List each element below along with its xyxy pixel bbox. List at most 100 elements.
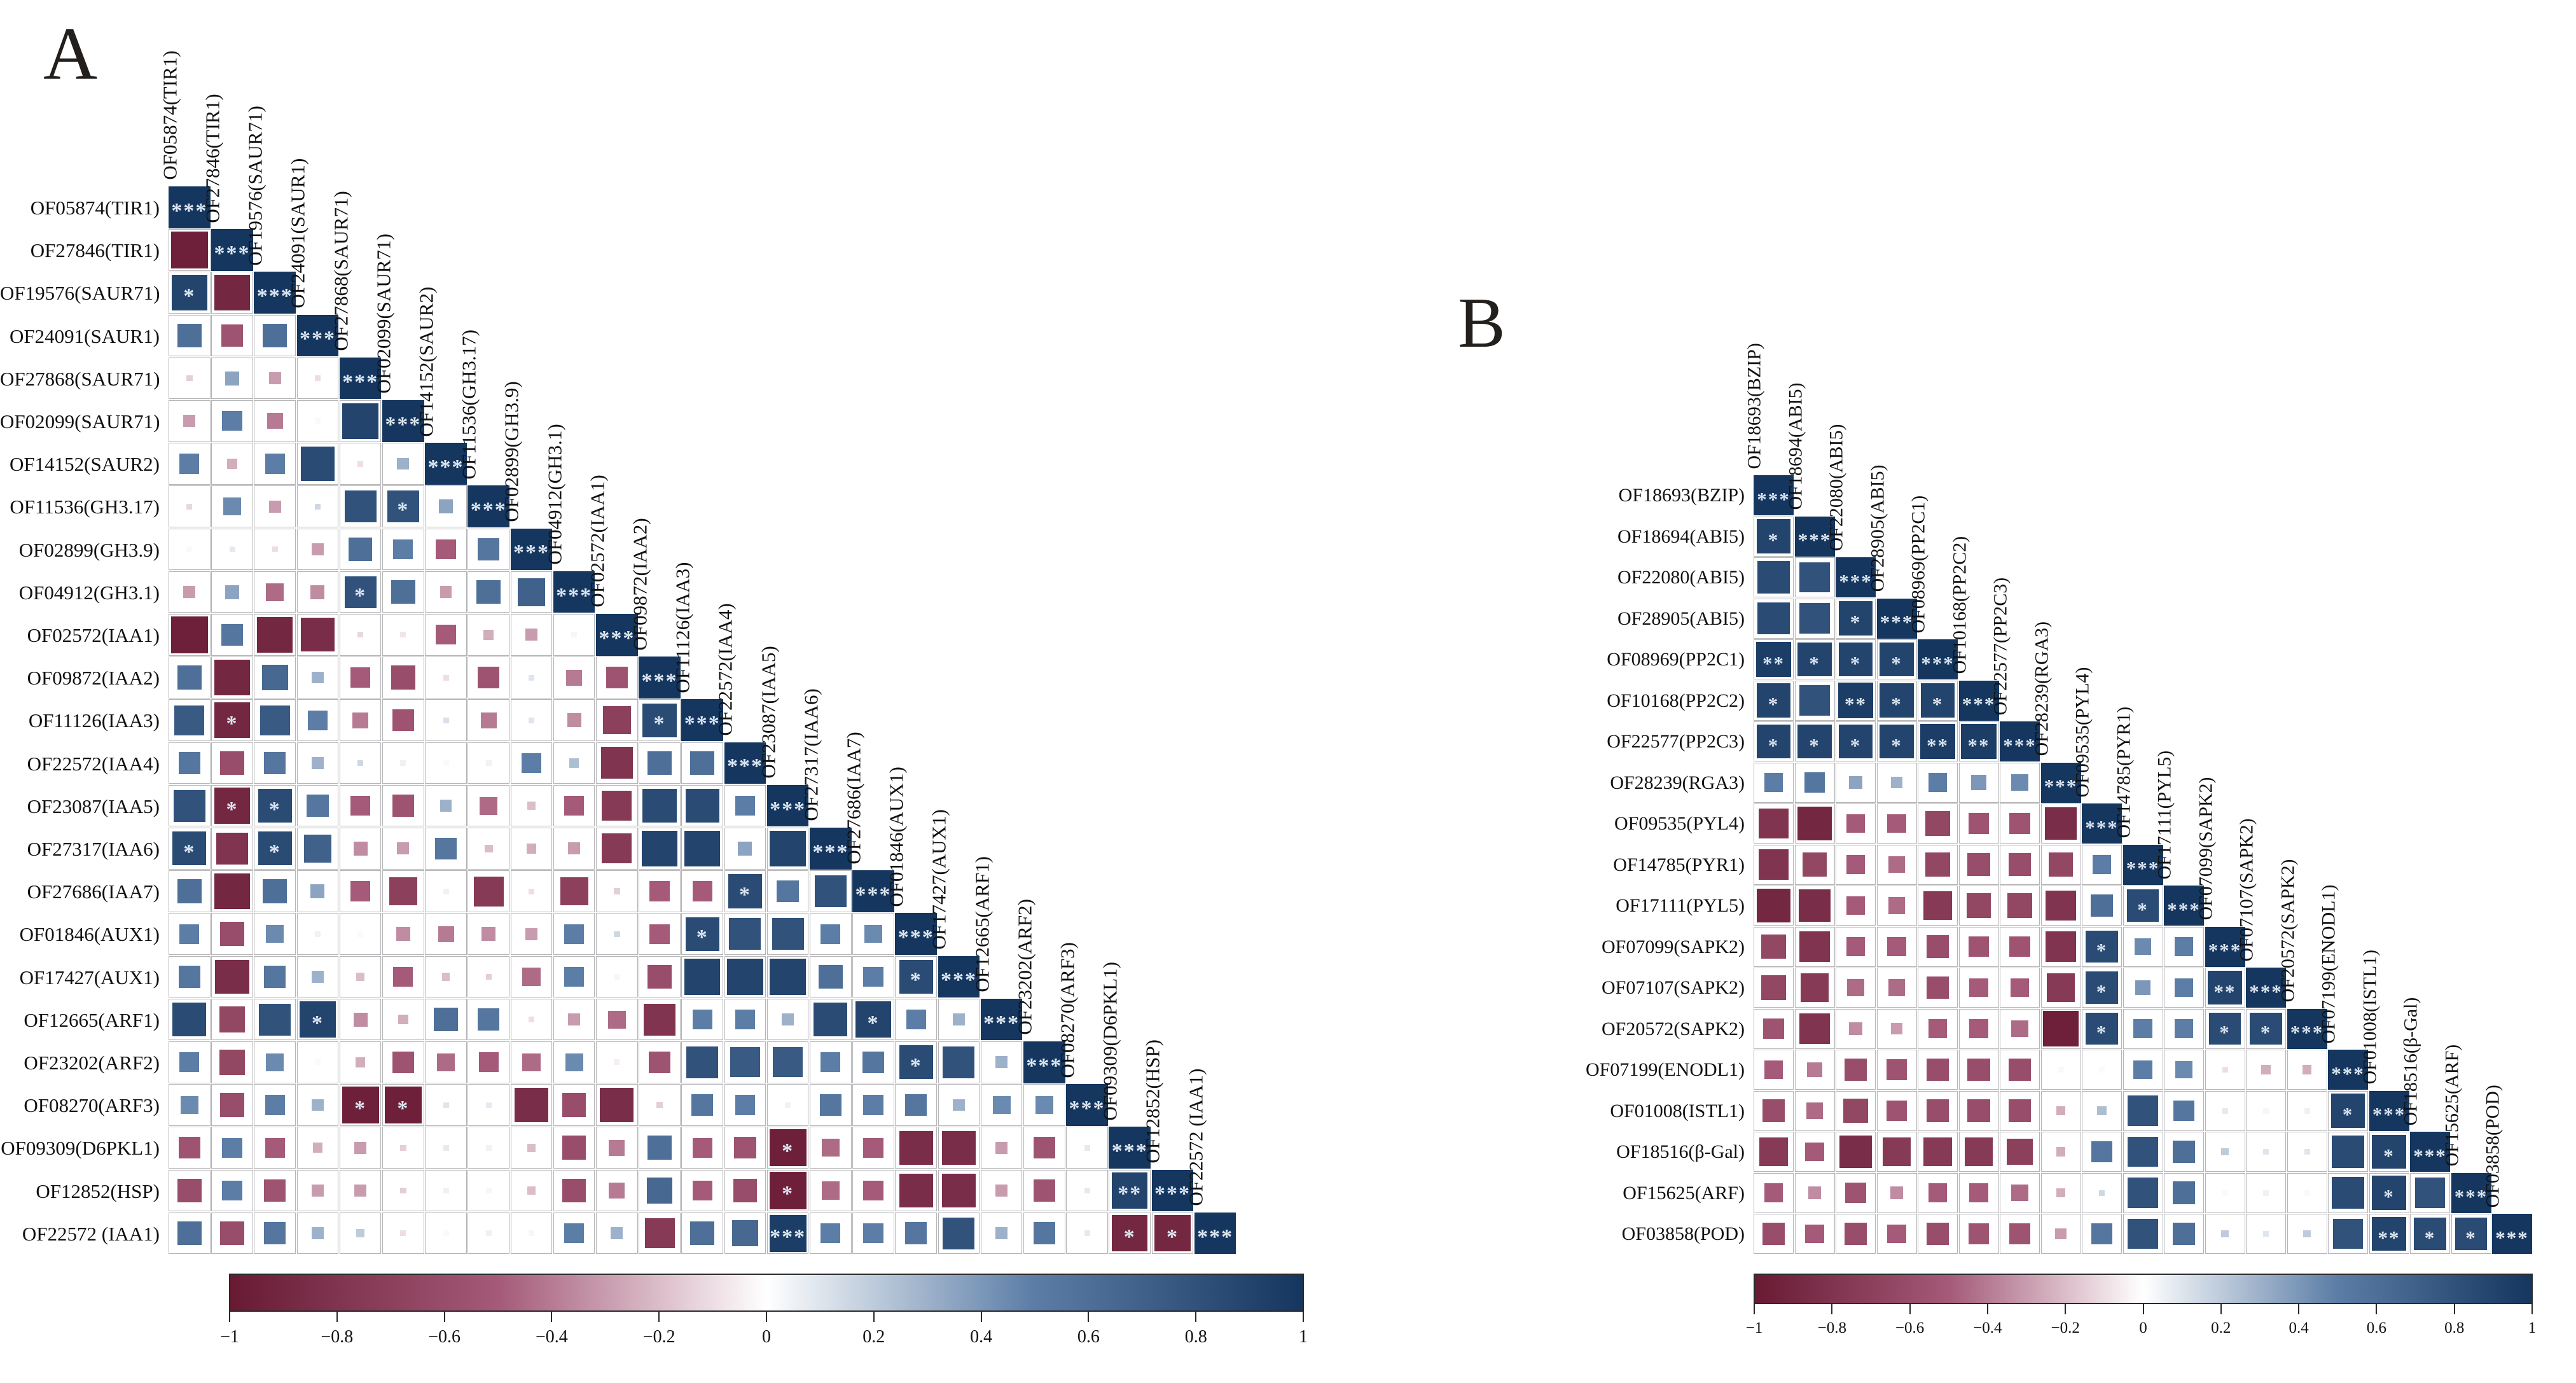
correlation-square bbox=[646, 1178, 673, 1204]
significance-stars: * bbox=[1809, 651, 1820, 674]
correlation-square bbox=[609, 1139, 625, 1156]
correlation-square bbox=[222, 411, 242, 431]
correlation-square bbox=[766, 784, 809, 827]
col-label: OF20572(SAPK2) bbox=[2277, 859, 2298, 1003]
correlation-square bbox=[567, 713, 581, 728]
correlation-square bbox=[895, 913, 938, 956]
correlation-square bbox=[391, 665, 415, 690]
significance-stars: *** bbox=[940, 968, 977, 992]
correlation-square bbox=[214, 873, 251, 910]
correlation-square bbox=[357, 931, 364, 937]
col-label: OF17111(PYL5) bbox=[2154, 750, 2175, 879]
correlation-square bbox=[177, 323, 202, 348]
correlation-square bbox=[219, 1006, 246, 1032]
correlation-square bbox=[177, 879, 202, 903]
col-label: OF18693(BZIP) bbox=[1743, 342, 1765, 469]
correlation-square bbox=[1112, 1172, 1148, 1209]
significance-stars: * bbox=[1891, 733, 1902, 756]
col-label: OF27846(TIR1) bbox=[201, 93, 224, 223]
significance-stars: *** bbox=[556, 583, 593, 608]
correlation-square bbox=[995, 1185, 1008, 1197]
correlation-square bbox=[266, 1053, 284, 1071]
colorbar-tick bbox=[2142, 1304, 2144, 1314]
correlation-square bbox=[2056, 1106, 2066, 1116]
col-label: OF15625(ARF) bbox=[2441, 1044, 2462, 1167]
correlation-square bbox=[1844, 1222, 1867, 1246]
correlation-square bbox=[357, 632, 364, 638]
correlation-square bbox=[354, 1141, 367, 1154]
col-label: OF14152(SAUR2) bbox=[415, 286, 438, 437]
correlation-square bbox=[2304, 1108, 2310, 1114]
correlation-square bbox=[186, 503, 193, 510]
colorbar-tick bbox=[1303, 1312, 1304, 1322]
correlation-square bbox=[953, 1099, 965, 1111]
correlation-square bbox=[647, 751, 672, 775]
row-label: OF11126(IAA3) bbox=[28, 709, 160, 732]
correlation-square bbox=[443, 1102, 449, 1108]
correlation-square bbox=[641, 830, 678, 866]
correlation-square bbox=[862, 1051, 885, 1074]
significance-stars: *** bbox=[1111, 1139, 1148, 1164]
correlation-square bbox=[1798, 889, 1831, 922]
significance-stars: * bbox=[696, 926, 709, 950]
correlation-square bbox=[2048, 852, 2074, 877]
correlation-square bbox=[772, 918, 804, 950]
correlation-square bbox=[735, 1095, 756, 1115]
correlation-square bbox=[562, 1178, 586, 1203]
correlation-square bbox=[169, 186, 211, 228]
correlation-square bbox=[649, 924, 670, 944]
correlation-square bbox=[2008, 1058, 2032, 1081]
correlation-square bbox=[441, 973, 450, 981]
significance-stars: * bbox=[2424, 1226, 2436, 1249]
correlation-square bbox=[2009, 813, 2030, 834]
correlation-square bbox=[2128, 1178, 2158, 1208]
correlation-square bbox=[729, 918, 761, 950]
correlation-square bbox=[819, 1094, 842, 1116]
correlation-square bbox=[2332, 1176, 2364, 1209]
correlation-square bbox=[692, 1137, 712, 1158]
row-label: OF27846(TIR1) bbox=[30, 239, 160, 262]
correlation-square bbox=[225, 585, 239, 599]
correlation-square bbox=[397, 457, 410, 470]
colorbar-tick-label: −0.2 bbox=[2051, 1319, 2080, 1337]
correlation-square bbox=[1890, 1186, 1904, 1200]
correlation-square bbox=[525, 928, 537, 940]
correlation-square bbox=[179, 1052, 200, 1073]
correlation-square bbox=[1758, 808, 1789, 839]
correlation-square bbox=[2173, 1100, 2194, 1122]
row-label: OF02572(IAA1) bbox=[27, 624, 160, 646]
col-label: OF19576(SAUR71) bbox=[244, 105, 267, 266]
significance-stars: *** bbox=[855, 883, 892, 907]
correlation-square bbox=[2263, 1108, 2269, 1114]
significance-stars: *** bbox=[770, 1225, 807, 1249]
correlation-square bbox=[769, 1129, 807, 1167]
significance-stars: *** bbox=[770, 797, 807, 821]
col-label: OF05874(TIR1) bbox=[158, 50, 181, 180]
correlation-square bbox=[220, 922, 244, 947]
significance-stars: * bbox=[226, 797, 239, 821]
correlation-square bbox=[1971, 775, 1986, 790]
correlation-square bbox=[2128, 1218, 2158, 1249]
correlation-square bbox=[179, 924, 200, 944]
correlation-square bbox=[227, 459, 237, 469]
row-label: OF07107(SAPK2) bbox=[1601, 977, 1745, 999]
correlation-square bbox=[863, 1095, 883, 1115]
significance-stars: * bbox=[1768, 733, 1780, 756]
col-label: OF11536(GH3.17) bbox=[457, 329, 480, 480]
correlation-square bbox=[392, 795, 415, 817]
correlation-square bbox=[727, 959, 763, 995]
correlation-square bbox=[1967, 853, 1990, 876]
correlation-square bbox=[312, 1099, 324, 1111]
correlation-square bbox=[485, 973, 492, 980]
row-label: OF17111(PYL5) bbox=[1616, 895, 1745, 917]
colorbar-tick-label: 0.6 bbox=[1077, 1327, 1100, 1347]
correlation-square bbox=[1846, 855, 1866, 874]
matrix-cell bbox=[296, 956, 339, 998]
row-label: OF22577(PP2C3) bbox=[1607, 731, 1745, 753]
correlation-square bbox=[177, 1178, 202, 1203]
colorbar-tick-label: 0.2 bbox=[2211, 1319, 2231, 1337]
correlation-square bbox=[2091, 1141, 2112, 1162]
correlation-square bbox=[384, 1086, 422, 1124]
correlation-square bbox=[2091, 1223, 2112, 1244]
correlation-square bbox=[214, 275, 251, 311]
